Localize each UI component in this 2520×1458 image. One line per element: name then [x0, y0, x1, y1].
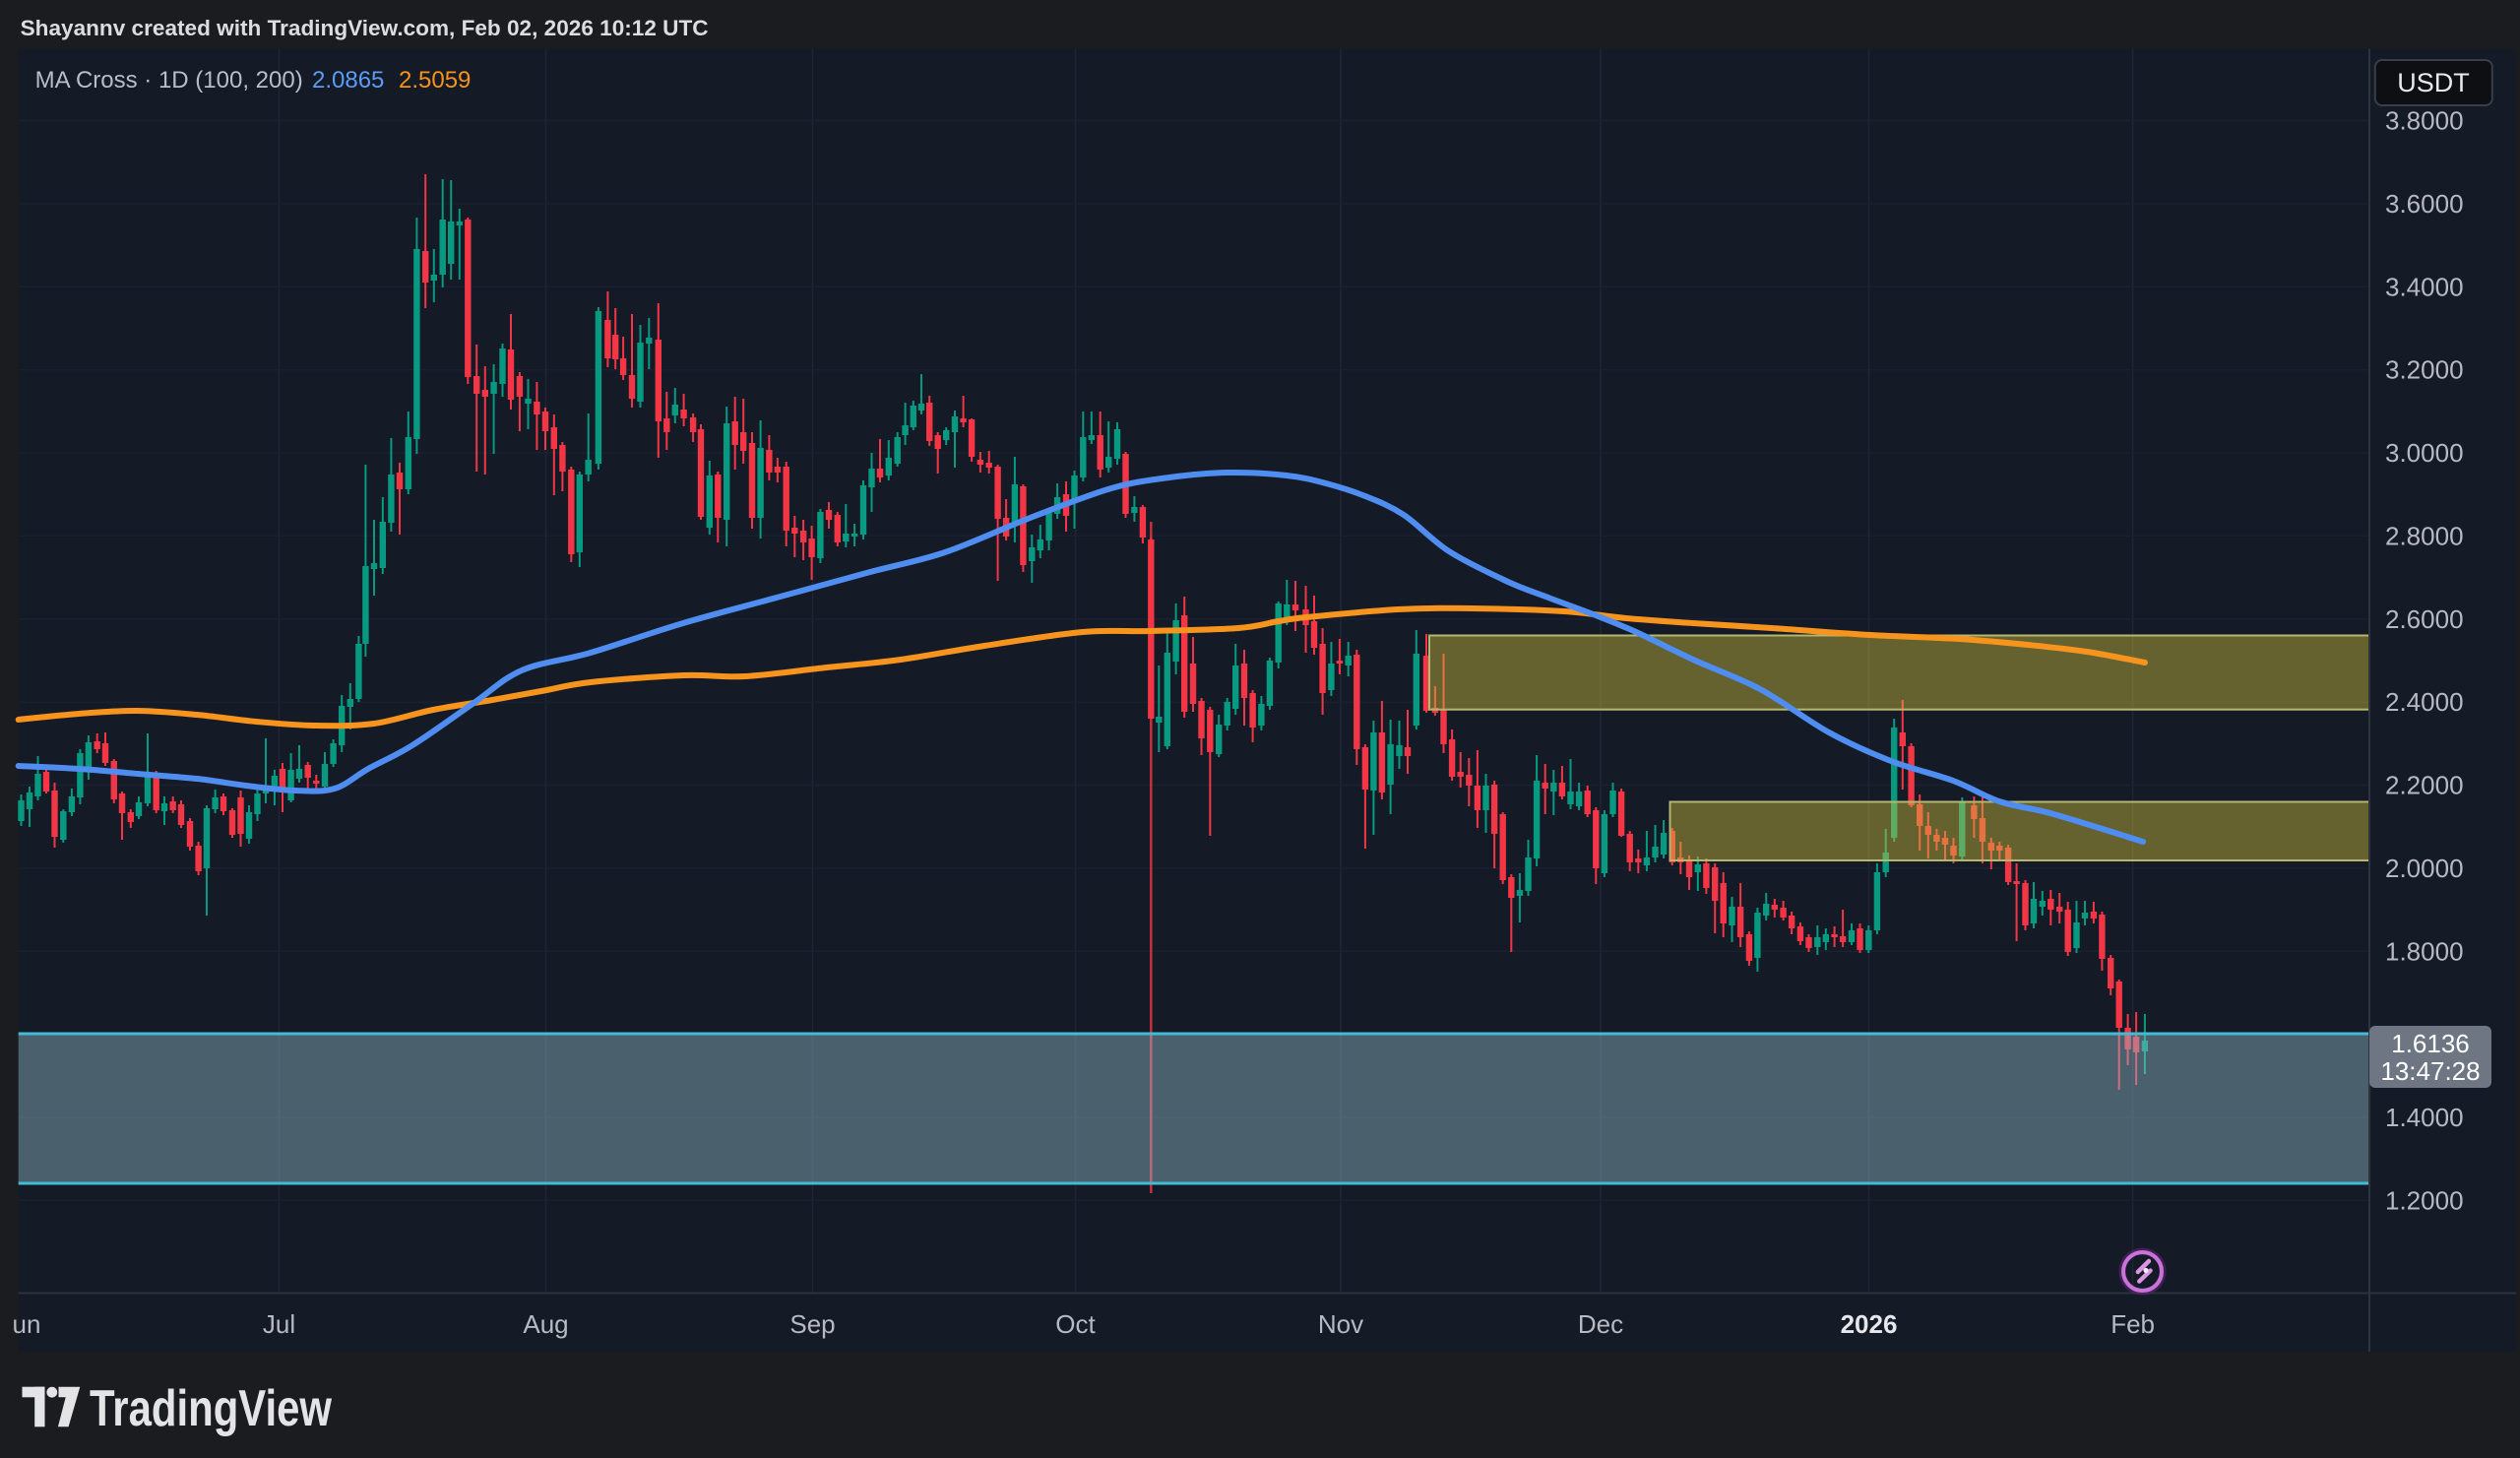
svg-text:TradingView: TradingView — [90, 1380, 332, 1437]
svg-text:2026: 2026 — [1841, 1309, 1898, 1339]
svg-text:Sep: Sep — [789, 1309, 835, 1339]
svg-text:USDT: USDT — [2397, 68, 2470, 97]
svg-text:13:47:28: 13:47:28 — [2380, 1056, 2480, 1086]
svg-text:3.6000: 3.6000 — [2385, 189, 2464, 219]
svg-text:2.4000: 2.4000 — [2385, 687, 2464, 717]
svg-text:2.0000: 2.0000 — [2385, 854, 2464, 883]
svg-text:2.6000: 2.6000 — [2385, 604, 2464, 634]
svg-text:1.8000: 1.8000 — [2385, 936, 2464, 966]
svg-text:3.2000: 3.2000 — [2385, 355, 2464, 385]
svg-text:3.4000: 3.4000 — [2385, 272, 2464, 301]
svg-text:1.6136: 1.6136 — [2391, 1029, 2470, 1058]
svg-text:Oct: Oct — [1055, 1309, 1096, 1339]
svg-text:Shayannv created with TradingV: Shayannv created with TradingView.com, F… — [21, 16, 709, 40]
svg-text:1.4000: 1.4000 — [2385, 1103, 2464, 1132]
svg-text:2.5059: 2.5059 — [399, 67, 471, 94]
svg-text:1.2000: 1.2000 — [2385, 1185, 2464, 1215]
svg-text:3.8000: 3.8000 — [2385, 106, 2464, 136]
svg-text:MA Cross · 1D (100, 200): MA Cross · 1D (100, 200) — [35, 67, 303, 94]
svg-text:3.0000: 3.0000 — [2385, 438, 2464, 468]
svg-text:Dec: Dec — [1578, 1309, 1623, 1339]
svg-text:Nov: Nov — [1318, 1309, 1363, 1339]
svg-text:2.8000: 2.8000 — [2385, 521, 2464, 550]
svg-text:un: un — [13, 1309, 41, 1339]
svg-text:Aug: Aug — [523, 1309, 568, 1339]
svg-text:Feb: Feb — [2110, 1309, 2155, 1339]
svg-text:Jul: Jul — [263, 1309, 295, 1339]
svg-text:2.0865: 2.0865 — [312, 67, 384, 94]
svg-text:2.2000: 2.2000 — [2385, 771, 2464, 800]
